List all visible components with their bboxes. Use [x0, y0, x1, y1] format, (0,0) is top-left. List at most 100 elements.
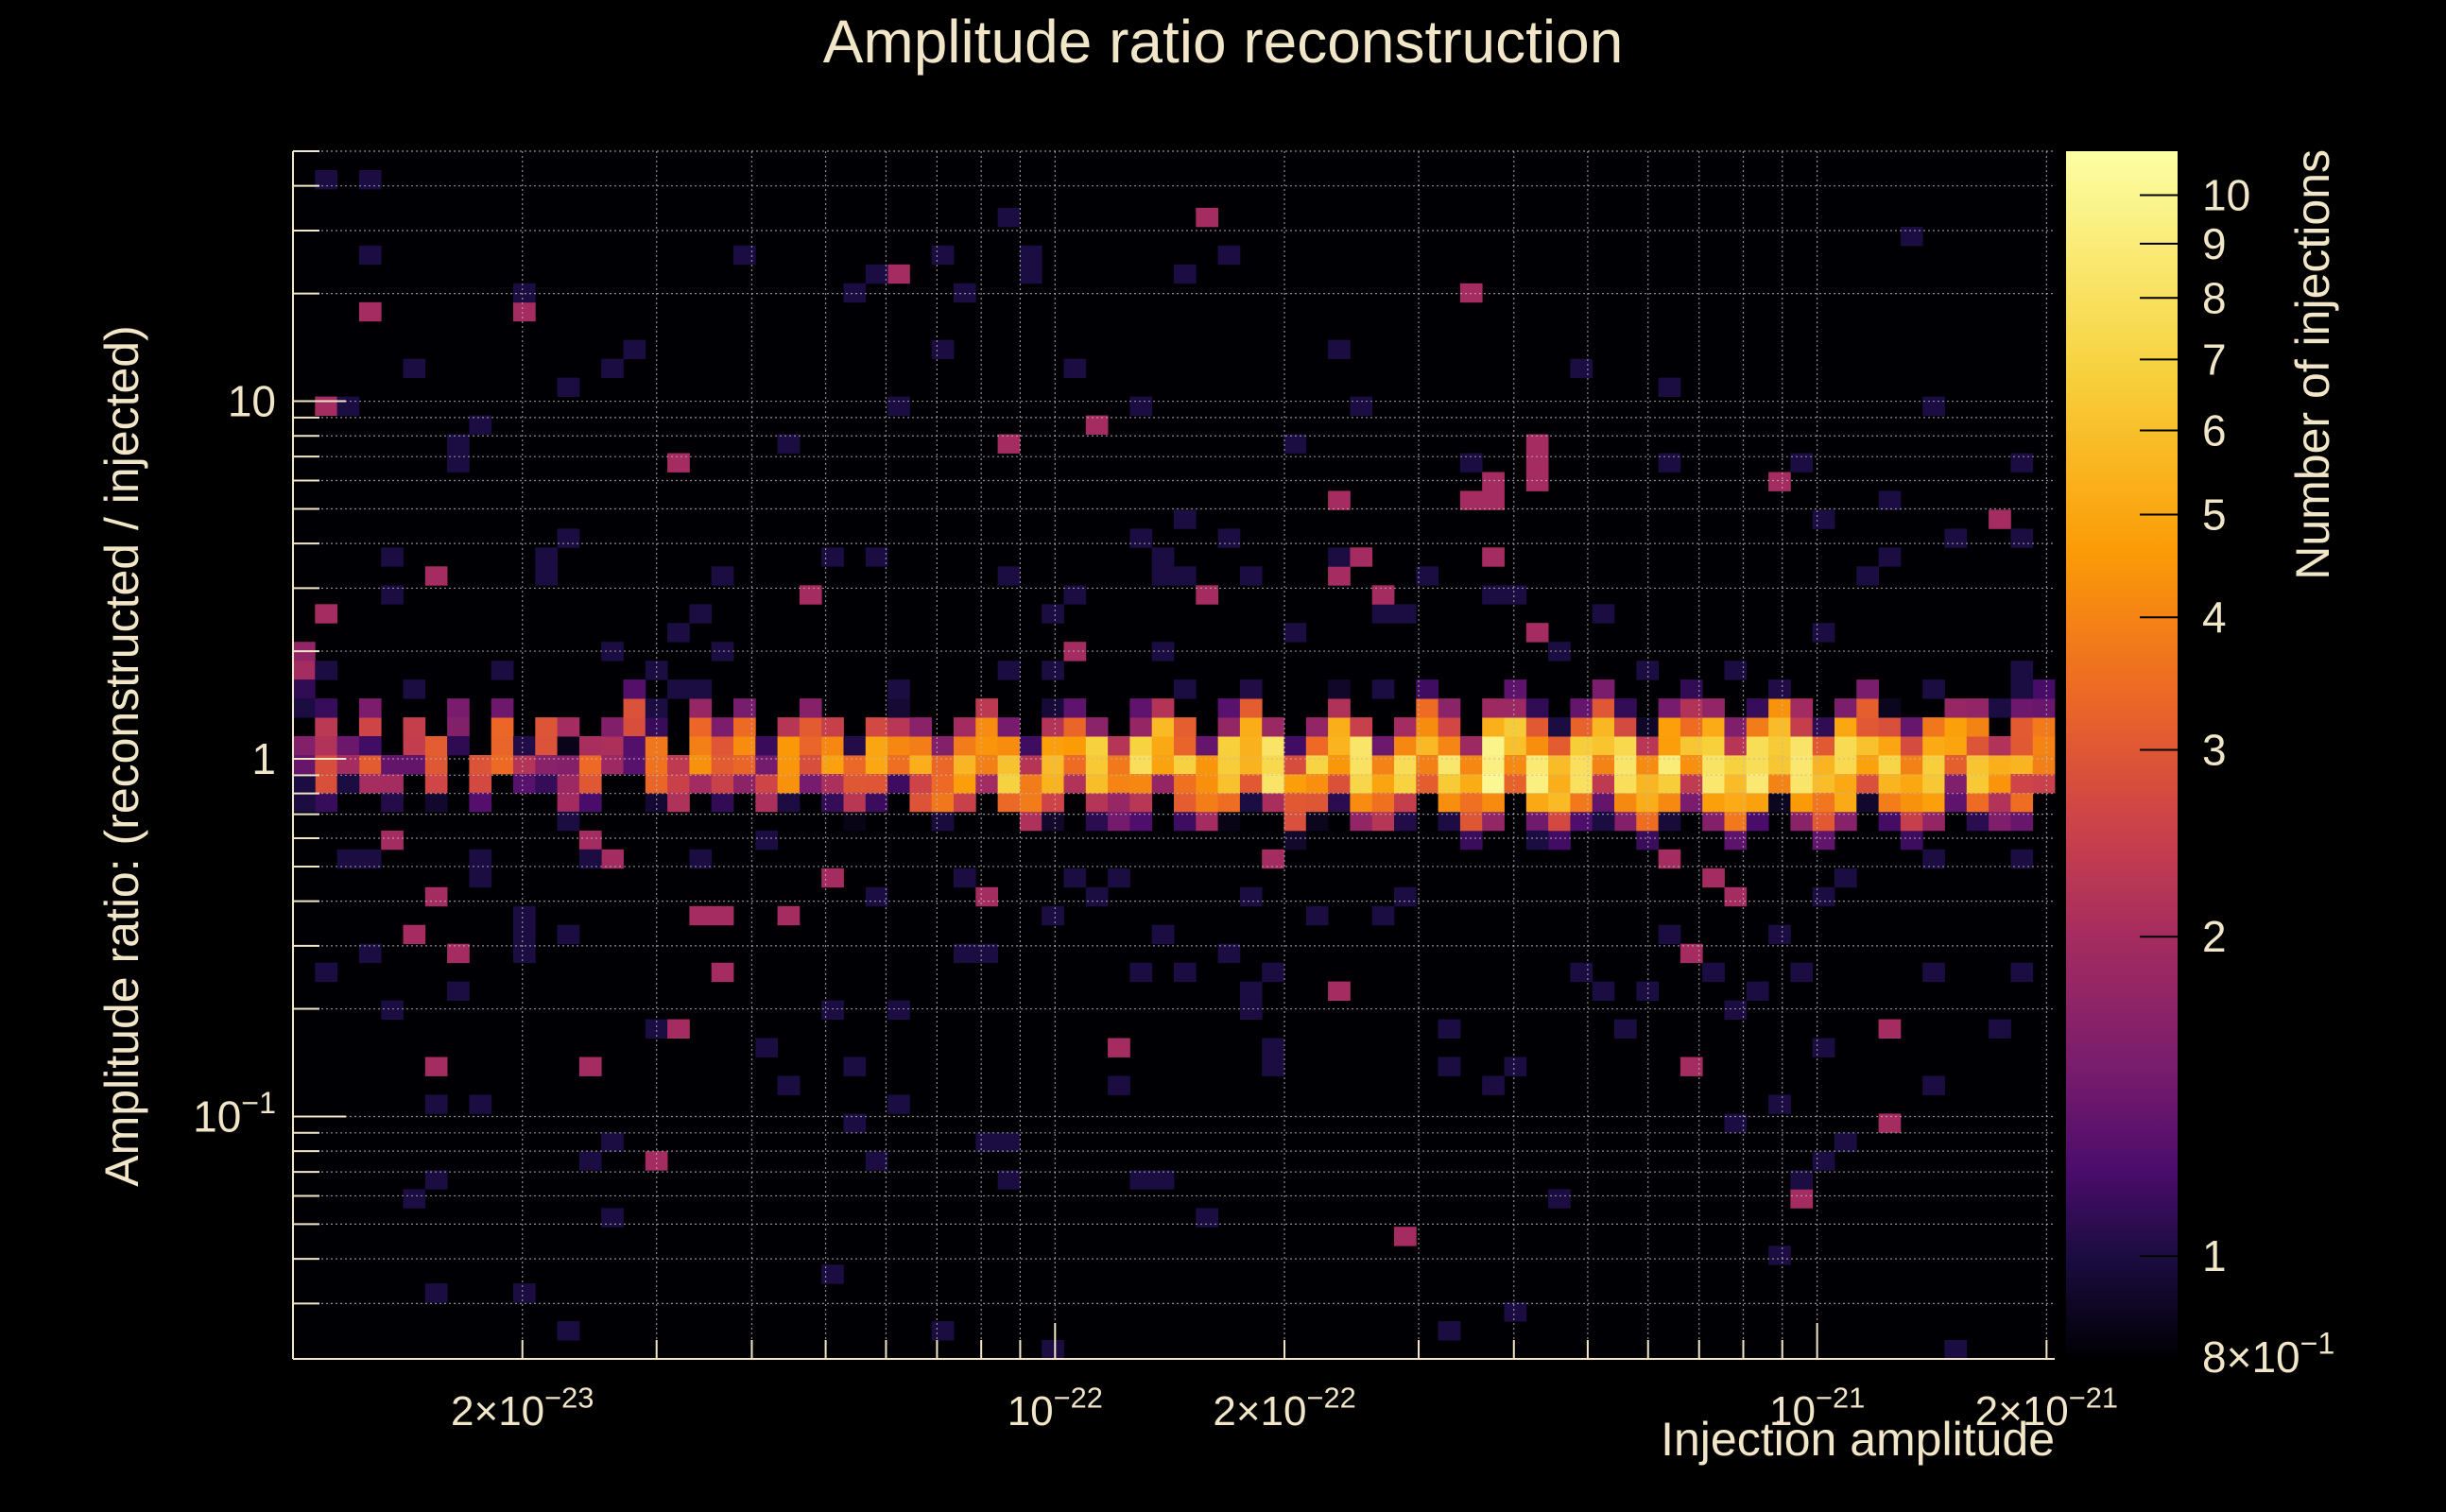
histogram-cell — [1944, 792, 1968, 813]
histogram-cell — [954, 283, 976, 303]
histogram-cell — [623, 736, 646, 756]
histogram-cell — [1570, 736, 1593, 756]
histogram-cell — [1063, 755, 1087, 775]
histogram-cell — [1834, 717, 1857, 737]
histogram-cell — [1834, 811, 1857, 832]
histogram-cell — [1525, 736, 1549, 756]
histogram-cell — [1724, 774, 1748, 794]
histogram-cell — [1525, 755, 1549, 775]
histogram-cell — [1350, 547, 1373, 567]
histogram-cell — [447, 717, 470, 737]
histogram-cell — [975, 698, 998, 718]
histogram-cell — [645, 1151, 668, 1171]
histogram-cell — [865, 717, 888, 737]
histogram-cell — [1878, 1113, 1902, 1133]
histogram-cell — [1658, 792, 1681, 813]
histogram-cell — [1482, 472, 1505, 491]
histogram-cell — [1042, 905, 1064, 926]
histogram-cell — [403, 1189, 426, 1209]
histogram-cell — [1151, 566, 1175, 586]
histogram-cell — [954, 792, 976, 813]
histogram-cell — [1262, 755, 1284, 775]
histogram-cell — [887, 264, 910, 284]
histogram-cell — [1636, 717, 1659, 737]
histogram-cell — [1812, 509, 1835, 529]
histogram-cell — [424, 755, 448, 775]
histogram-cell — [1328, 717, 1351, 737]
histogram-cell — [1768, 924, 1791, 945]
histogram-cell — [578, 792, 602, 813]
histogram-cell — [997, 434, 1021, 454]
histogram-cell — [1724, 792, 1748, 813]
histogram-cell — [1129, 811, 1153, 832]
histogram-cell — [1746, 981, 1769, 1001]
histogram-cell — [1108, 792, 1130, 813]
histogram-cell — [601, 849, 624, 869]
histogram-cell — [1129, 698, 1153, 718]
histogram-cell — [997, 1132, 1021, 1152]
histogram-cell — [491, 755, 514, 775]
histogram-cell — [358, 170, 382, 190]
histogram-cell — [424, 1094, 448, 1114]
histogram-cell — [931, 245, 955, 266]
histogram-cell — [1262, 849, 1284, 869]
histogram-cell — [1878, 547, 1902, 567]
histogram-cell — [645, 698, 668, 718]
histogram-cell — [1459, 792, 1483, 813]
histogram-cell — [1283, 755, 1307, 775]
histogram-cell — [1438, 755, 1461, 775]
y-tick-label: 10 — [228, 377, 276, 426]
histogram-cell — [1570, 698, 1593, 718]
histogram-cell — [1525, 472, 1549, 491]
histogram-cell — [865, 1151, 888, 1171]
histogram-cell — [1922, 774, 1945, 794]
histogram-cell — [1174, 774, 1197, 794]
histogram-cell — [1196, 736, 1218, 756]
histogram-cell — [975, 943, 998, 964]
histogram-cell — [1658, 453, 1681, 472]
histogram-cell — [1239, 755, 1263, 775]
histogram-cell — [358, 698, 382, 718]
histogram-cell — [1151, 736, 1175, 756]
color-scale-bar: 109 8 7 6 5 4 3 2 1 8×10−1 — [2066, 151, 2334, 1382]
histogram-cell — [1129, 774, 1153, 794]
histogram-cell — [513, 736, 536, 756]
histogram-cell — [1679, 698, 1703, 718]
color-scale-gradient — [2066, 151, 2178, 1359]
histogram-cell — [1239, 698, 1263, 718]
histogram-cell — [557, 528, 580, 548]
color-scale-tick-label: 3 — [2202, 726, 2227, 775]
histogram-cell — [777, 774, 801, 794]
histogram-cell — [469, 868, 492, 888]
histogram-cell — [1350, 792, 1373, 813]
histogram-cell — [2010, 528, 2034, 548]
histogram-cell — [1482, 736, 1505, 756]
histogram-cell — [1900, 830, 1923, 850]
histogram-cell — [1790, 717, 1814, 737]
histogram-cell — [336, 774, 360, 794]
histogram-cell — [1371, 755, 1395, 775]
histogram-cell — [358, 736, 382, 756]
histogram-cell — [1636, 811, 1659, 832]
plot-area: 2×10−23 10−22 2×10−22 10−21 2×10−21 10 1 10−1 — [193, 150, 2118, 1435]
histogram-cell — [887, 1000, 910, 1020]
histogram-cell — [1944, 717, 1968, 737]
histogram-cell — [1989, 774, 2011, 794]
histogram-cell — [909, 736, 933, 756]
histogram-cell — [1063, 585, 1087, 605]
histogram-cell — [1679, 717, 1703, 737]
histogram-cell — [1328, 698, 1351, 718]
histogram-cell — [1592, 698, 1615, 718]
histogram-cell — [1614, 736, 1637, 756]
histogram-cell — [601, 1208, 624, 1228]
histogram-cell — [2010, 811, 2034, 832]
histogram-cell — [1416, 717, 1438, 737]
y-tick-label: 1 — [251, 734, 276, 783]
histogram-cell — [755, 755, 778, 775]
histogram-cell — [1636, 736, 1659, 756]
histogram-cell — [909, 717, 933, 737]
histogram-cell — [1856, 792, 1879, 813]
histogram-cell — [1679, 792, 1703, 813]
histogram-cell — [1262, 717, 1284, 737]
histogram-cell — [578, 736, 602, 756]
